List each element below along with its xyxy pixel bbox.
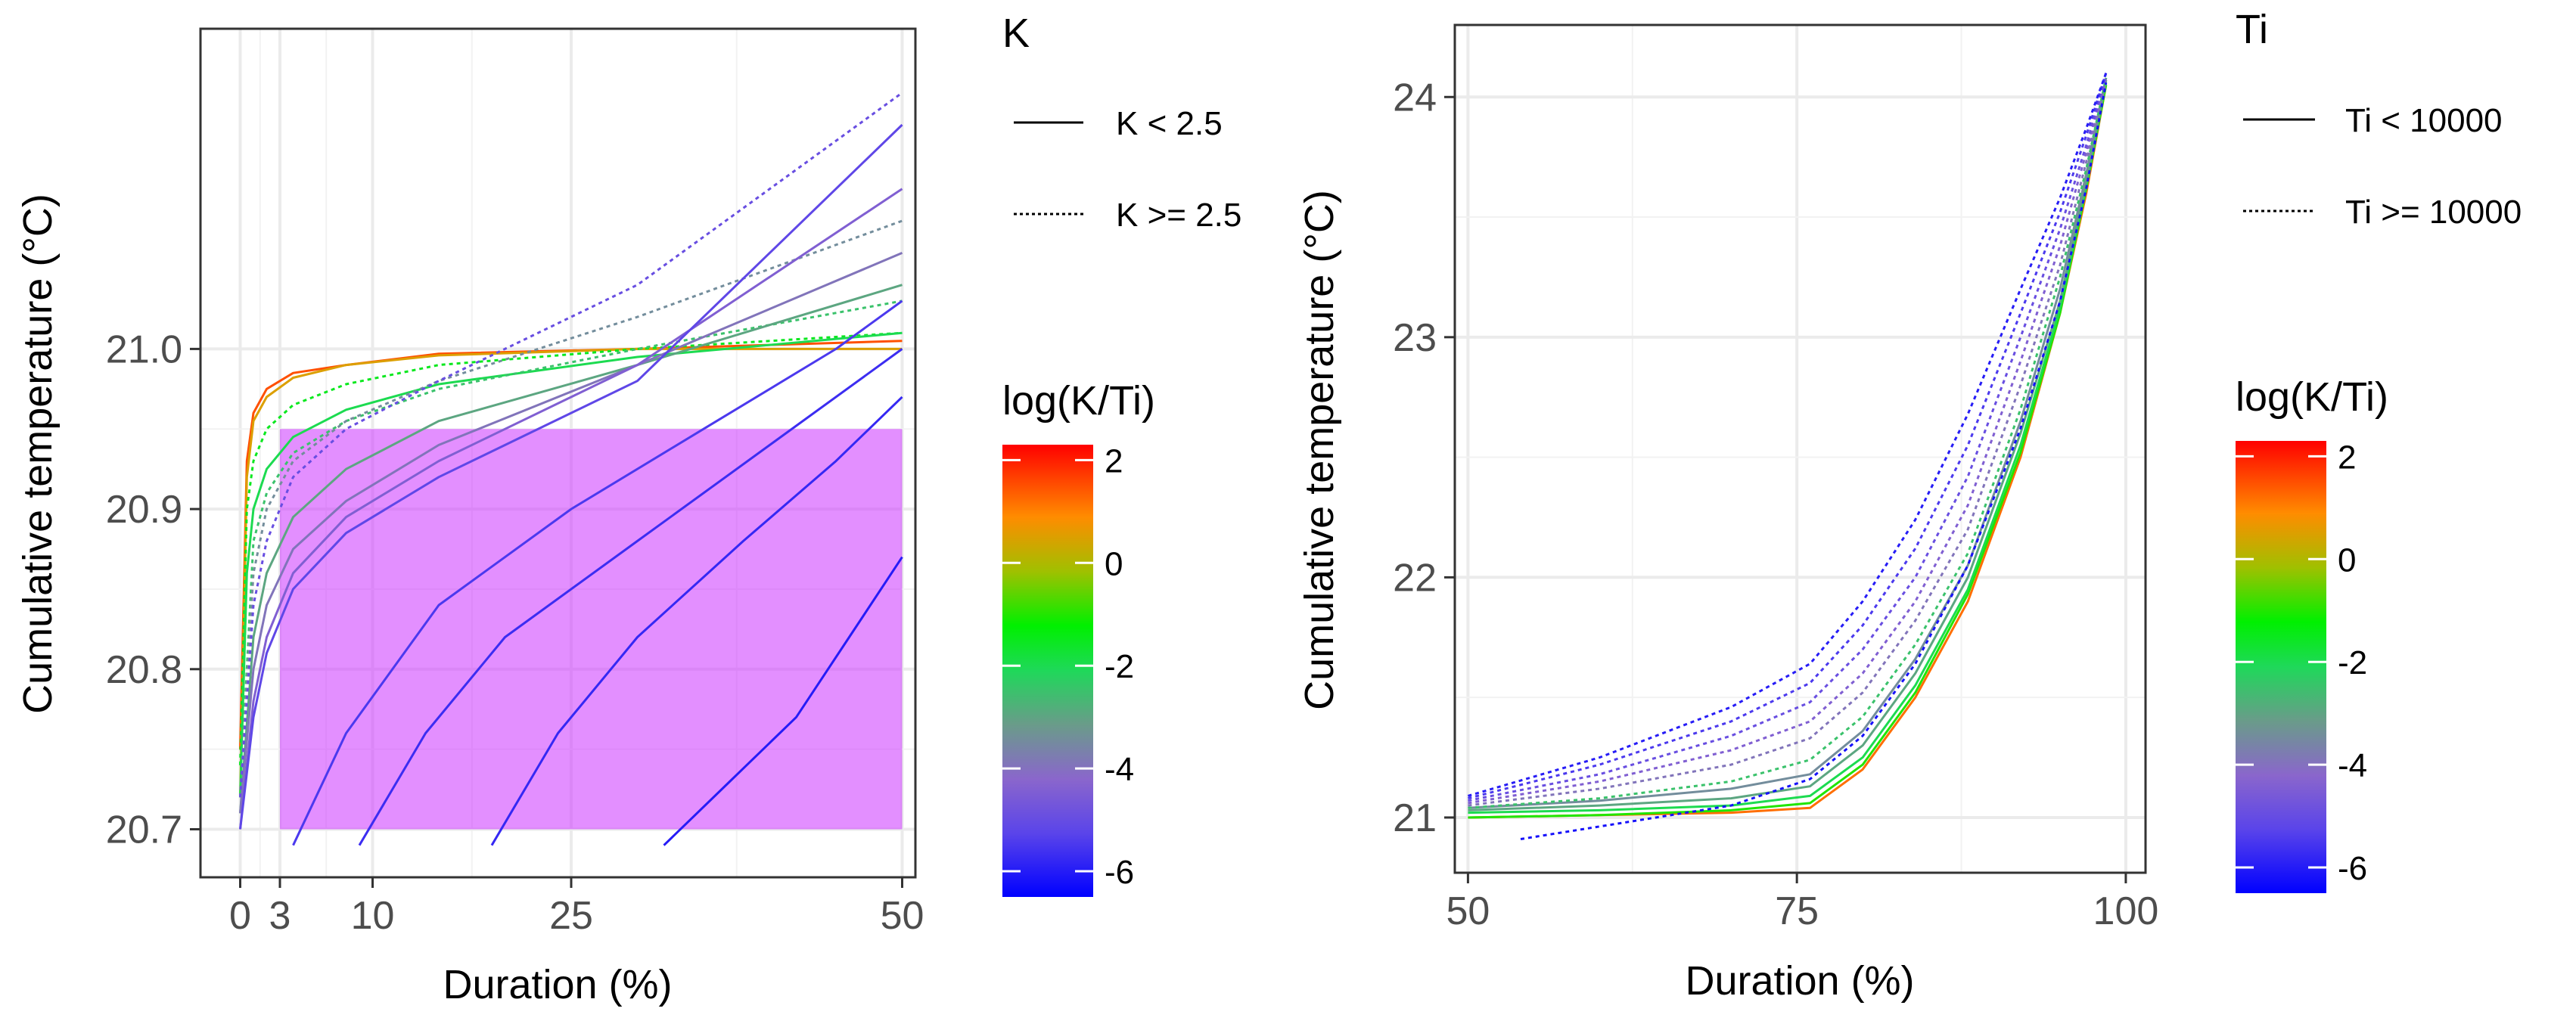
series-line-curve-4 — [239, 331, 903, 798]
series-line-curve-2 — [239, 347, 903, 798]
left-colorbar-ticks: 2 0 -2 -4 -6 — [1002, 442, 1134, 891]
right-x-axis-title: Duration (%) — [1685, 958, 1914, 1004]
series-line-curve-5 — [1468, 77, 2108, 809]
y-tick-label: 20.8 — [106, 648, 182, 692]
right-legend-solid-label: Ti < 10000 — [2345, 102, 2503, 139]
highlight-region — [280, 429, 903, 830]
colorbar-tick-label: -2 — [1105, 648, 1134, 685]
colorbar-tick-label: -6 — [2338, 850, 2367, 887]
right-colorbar — [2236, 441, 2326, 893]
series-line-curve-9 — [239, 188, 903, 830]
right-linetype-legend-title: Ti — [2236, 7, 2268, 52]
right-colorbar-ticks: 2 0 -2 -4 -6 — [2236, 439, 2367, 887]
series-line-curve-8 — [239, 252, 903, 814]
left-legend-solid-label: K < 2.5 — [1116, 105, 1223, 142]
series-line-curve-6 — [1468, 77, 2108, 809]
right-x-axis: 50 75 100 — [1446, 873, 2158, 933]
series-line-curve-10 — [239, 92, 903, 798]
x-tick-label: 0 — [229, 894, 251, 938]
left-linetype-legend-title: K — [1002, 11, 1030, 56]
left-series-lines — [239, 92, 903, 846]
left-legend-dotted-label: K >= 2.5 — [1116, 197, 1241, 234]
x-tick-label: 100 — [2093, 889, 2159, 933]
colorbar-tick-label: -4 — [1105, 751, 1134, 788]
series-line-curve-11 — [1467, 72, 2108, 797]
x-tick-label: 50 — [1446, 889, 1490, 933]
series-line-curve-5 — [239, 299, 903, 798]
series-line-curve-14 — [490, 396, 903, 846]
colorbar-tick-label: 2 — [2338, 439, 2356, 476]
right-grid — [1455, 25, 2146, 873]
left-colorbar — [1002, 445, 1093, 897]
x-tick-label: 25 — [549, 894, 593, 938]
x-tick-label: 10 — [351, 894, 395, 938]
left-plot-border — [199, 27, 917, 879]
y-tick-label: 23 — [1393, 316, 1437, 360]
series-line-curve-3 — [239, 331, 903, 765]
x-tick-label: 75 — [1775, 889, 1819, 933]
right-legend: Ti Ti < 10000 Ti >= 10000 log(K/Ti) 2 0 -2… — [2236, 7, 2522, 893]
right-plot-frame — [1453, 23, 2147, 874]
series-line-curve-7 — [1468, 77, 2108, 807]
colorbar-tick-label: -6 — [1105, 854, 1134, 891]
series-line-curve-15 — [663, 556, 903, 846]
right-plot-border — [1453, 23, 2147, 874]
y-tick-label: 21.0 — [106, 327, 182, 371]
series-line-curve-13 — [358, 348, 903, 846]
colorbar-tick-label: 0 — [1105, 545, 1123, 582]
y-tick-label: 20.9 — [106, 488, 182, 532]
left-panel: 0 3 10 25 50 20.7 20.8 20.9 21.0 Duration (%) C… — [15, 27, 924, 1007]
series-line-curve-7 — [239, 219, 903, 798]
left-legend: K K < 2.5 K >= 2.5 log(K/Ti) 2 0 -2 -4 -6 — [1002, 11, 1241, 897]
y-tick-label: 21 — [1393, 796, 1437, 840]
left-colorbar-title: log(K/Ti) — [1002, 378, 1155, 424]
series-line-curve-12 — [1520, 82, 2108, 840]
series-line-curve-11 — [239, 123, 903, 830]
right-panel: 50 75 100 21 22 23 24 Duration (%) Cumulative… — [1297, 23, 2158, 1004]
right-y-axis: 21 22 23 24 — [1393, 76, 1455, 840]
series-line-curve-6 — [239, 284, 903, 814]
series-line-curve-12 — [292, 299, 903, 846]
right-colorbar-title: log(K/Ti) — [2236, 374, 2388, 420]
colorbar-tick-label: 0 — [2338, 541, 2356, 579]
x-tick-label: 50 — [881, 894, 924, 938]
x-tick-label: 3 — [269, 894, 291, 938]
y-tick-label: 20.7 — [106, 808, 182, 852]
left-y-axis-title: Cumulative temperature (°C) — [15, 194, 61, 714]
y-tick-label: 22 — [1393, 556, 1437, 600]
colorbar-tick-label: -2 — [2338, 644, 2367, 681]
y-tick-label: 24 — [1393, 76, 1437, 119]
colorbar-tick-label: 2 — [1105, 442, 1123, 479]
right-y-axis-title: Cumulative temperature (°C) — [1297, 190, 1342, 710]
left-x-axis: 0 3 10 25 50 — [229, 877, 924, 938]
series-line-curve-10 — [1468, 73, 2108, 800]
colorbar-tick-label: -4 — [2338, 747, 2367, 784]
right-legend-dotted-label: Ti >= 10000 — [2345, 194, 2522, 231]
left-y-axis: 20.7 20.8 20.9 21.0 — [106, 327, 200, 852]
left-x-axis-title: Duration (%) — [443, 962, 672, 1007]
right-series-lines — [1467, 72, 2108, 840]
